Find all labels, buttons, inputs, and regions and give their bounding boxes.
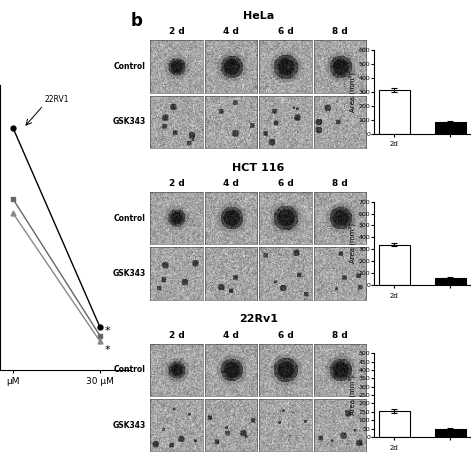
Text: 8 d: 8 d (332, 27, 348, 36)
Text: HCT 116: HCT 116 (232, 163, 284, 173)
Y-axis label: Area (mm³): Area (mm³) (348, 72, 356, 112)
Text: 8 d: 8 d (332, 179, 348, 188)
Bar (379, 91, 410, 134)
Y-axis label: Area (mm³): Area (mm³) (348, 375, 356, 415)
Text: 4 d: 4 d (223, 331, 239, 340)
Text: b: b (130, 12, 142, 30)
Bar (435, 428, 466, 437)
Text: 2 d: 2 d (169, 27, 184, 36)
Text: 6 d: 6 d (278, 179, 293, 188)
Text: *: * (104, 326, 110, 337)
Text: 22Rv1: 22Rv1 (239, 314, 278, 324)
Text: 2 d: 2 d (169, 331, 184, 340)
Text: Control: Control (114, 365, 146, 374)
Bar (379, 411, 410, 437)
Text: 22RV1: 22RV1 (45, 95, 69, 104)
Text: 4 d: 4 d (223, 27, 239, 36)
Text: 6 d: 6 d (278, 27, 293, 36)
Text: 2 d: 2 d (169, 179, 184, 188)
Bar (379, 245, 410, 285)
Bar (435, 122, 466, 134)
Text: GSK343: GSK343 (112, 420, 146, 429)
Text: HeLa: HeLa (243, 11, 274, 21)
Text: *: * (104, 345, 110, 355)
Text: 4 d: 4 d (223, 179, 239, 188)
Text: Control: Control (114, 62, 146, 71)
Text: 6 d: 6 d (278, 331, 293, 340)
Text: GSK343: GSK343 (112, 117, 146, 126)
Bar (435, 278, 466, 285)
Y-axis label: Area (mm³): Area (mm³) (348, 223, 356, 264)
Text: Control: Control (114, 214, 146, 223)
Text: 8 d: 8 d (332, 331, 348, 340)
Text: GSK343: GSK343 (112, 269, 146, 278)
